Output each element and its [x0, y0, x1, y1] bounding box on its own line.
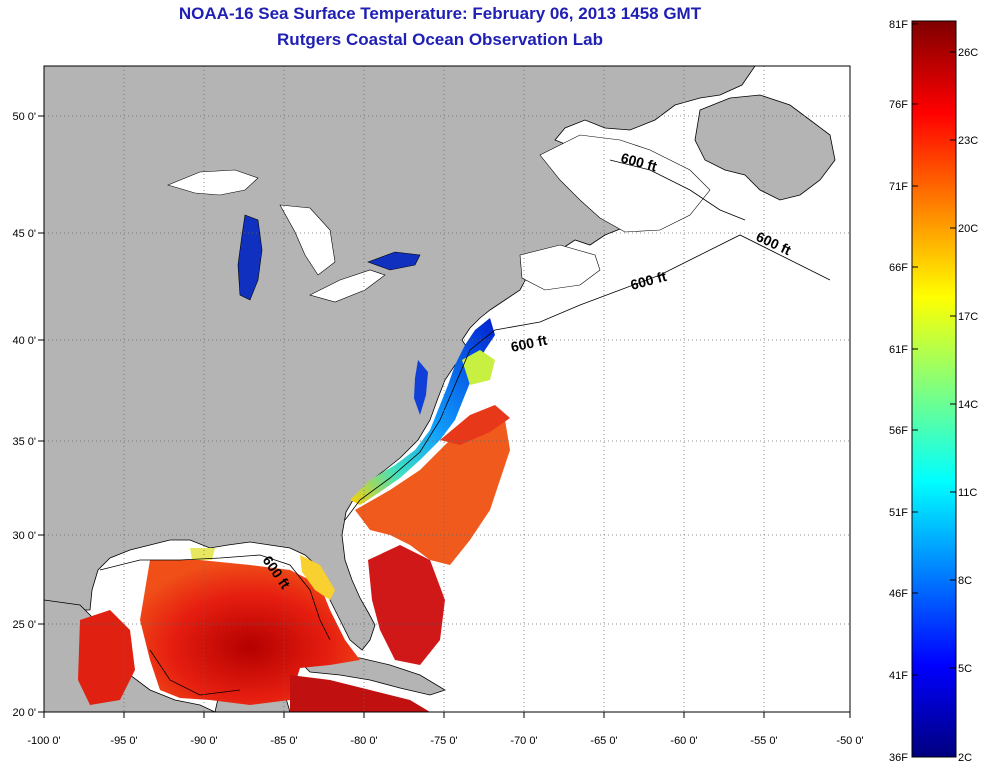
lon-tick-label: -60 0': [670, 735, 697, 747]
lat-tick-label: 40 0': [12, 335, 36, 347]
colorbar-f-label: 61F: [889, 344, 908, 356]
great-lake-ontario: [367, 251, 421, 271]
colorbar-f-label: 46F: [889, 588, 908, 600]
lat-tick-label: 25 0': [12, 619, 36, 631]
lon-tick-label: -100 0': [27, 735, 60, 747]
gulf-st-lawrence: [539, 134, 711, 233]
colorbar-c-label: 11C: [958, 487, 977, 499]
colorbar-c-label: 17C: [958, 311, 978, 323]
sst-gulf-stream: [355, 420, 510, 565]
contour-600ft-gulf: [99, 554, 331, 641]
great-lake-erie: [309, 269, 386, 303]
colorbar: [911, 20, 957, 758]
sst-florida-west-coast: [300, 555, 335, 600]
contour-label: 600 ft: [509, 332, 548, 355]
bay-of-fundy: [519, 244, 601, 291]
lon-tick-label: -90 0': [190, 735, 217, 747]
sst-slope-water: [462, 350, 495, 385]
contour-600ft-newfoundland: [609, 159, 746, 221]
great-lake-michigan: [237, 214, 263, 301]
map-plot-area: 600 ft 600 ft 600 ft 600 ft 600 ft: [44, 66, 850, 712]
colorbar-f-label: 66F: [889, 262, 908, 274]
sst-caribbean: [290, 675, 430, 712]
colorbar-f-label: 56F: [889, 425, 908, 437]
lat-tick-label: 35 0': [12, 436, 36, 448]
map-title: NOAA-16 Sea Surface Temperature: Februar…: [178, 4, 702, 23]
colorbar-f-label: 71F: [889, 181, 908, 193]
lon-tick-label: -70 0': [510, 735, 537, 747]
sst-chesapeake: [414, 360, 428, 415]
contour-600ft-yucatan: [149, 649, 241, 696]
map-frame: [43, 65, 851, 713]
lon-tick-label: -50 0': [836, 735, 863, 747]
lat-tick-label: 30 0': [12, 530, 36, 542]
lon-tick-label: -65 0': [590, 735, 617, 747]
sst-gulf-west: [78, 610, 135, 705]
land-newfoundland: [694, 94, 836, 201]
lon-tick-label: -95 0': [110, 735, 137, 747]
great-lake-superior: [167, 169, 259, 196]
colorbar-f-label: 76F: [889, 99, 908, 111]
axis-ticks: -100 0' -95 0' -90 0' -85 0' -80 0' -75 0' -70…: [12, 111, 863, 747]
lat-tick-label: 50 0': [12, 111, 36, 123]
lat-tick-label: 20 0': [12, 707, 36, 719]
contour-600ft-atlantic: [344, 234, 831, 521]
colorbar-f-label: 36F: [889, 752, 908, 764]
lon-tick-label: -80 0': [350, 735, 377, 747]
colorbar-c-label: 20C: [958, 223, 978, 235]
colorbar-c-label: 26C: [958, 47, 978, 59]
colorbar-c-label: 23C: [958, 135, 978, 147]
colorbar-ticks: 81F 76F 71F 66F 61F 56F 51F 46F 41F 36F 26C 23C 20C 1…: [889, 19, 978, 764]
map-subtitle: Rutgers Coastal Ocean Observation Lab: [277, 30, 603, 49]
sst-mid-atlantic-shelf: [350, 318, 495, 505]
colorbar-c-label: 14C: [958, 399, 978, 411]
colorbar-c-label: 2C: [958, 752, 972, 764]
lon-tick-label: -75 0': [430, 735, 457, 747]
colorbar-c-label: 8C: [958, 575, 972, 587]
sst-gulf-of-mexico: [140, 560, 360, 705]
sst-gulf-stream-north: [440, 405, 510, 445]
sst-florida-straits: [368, 545, 445, 665]
colorbar-c-label: 5C: [958, 663, 972, 675]
colorbar-f-label: 41F: [889, 670, 908, 682]
lon-tick-label: -55 0': [750, 735, 777, 747]
sst-mississippi-shelf: [190, 548, 215, 560]
lat-tick-label: 45 0': [12, 228, 36, 240]
great-lake-huron: [279, 204, 336, 276]
colorbar-f-label: 51F: [889, 507, 908, 519]
colorbar-f-label: 81F: [889, 19, 908, 31]
lon-tick-label: -85 0': [270, 735, 297, 747]
